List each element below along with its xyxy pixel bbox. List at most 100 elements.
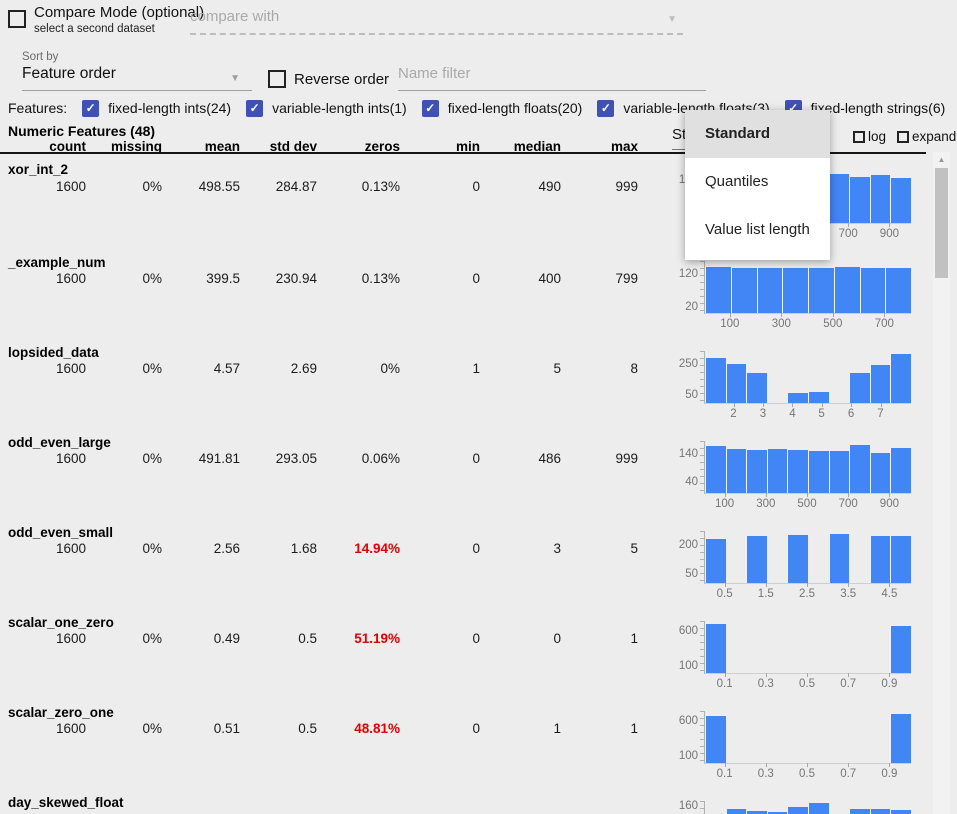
- x-tick-mark: [807, 583, 808, 587]
- x-tick-label: 0.1: [716, 678, 733, 690]
- y-axis-labels: 600 100: [660, 711, 698, 763]
- feature-row: odd_even_small 1600 0% 2.56 1.68 14.94% 0 3 5 200…: [0, 517, 933, 607]
- histogram-bin: [746, 801, 767, 814]
- dropdown-arrow-icon[interactable]: ▼: [667, 14, 677, 25]
- histogram-bin: [890, 441, 911, 493]
- y-axis-labels: 140 40: [660, 441, 698, 493]
- vertical-scrollbar[interactable]: ▲: [933, 152, 950, 814]
- histogram-bars: [705, 621, 911, 673]
- cell-count: 1600: [55, 721, 86, 736]
- sort-by-select[interactable]: Feature order ▼: [22, 65, 252, 91]
- feature-filter-item[interactable]: ✓ fixed-length floats(20): [421, 99, 582, 117]
- cell-zeros: 14.94%: [354, 541, 400, 556]
- cell-std_dev: 230.94: [275, 271, 317, 286]
- x-tick-mark: [821, 403, 823, 407]
- x-tick-label: 3: [759, 408, 767, 420]
- y-tick-label: 50: [685, 567, 698, 580]
- histogram-bar: [828, 451, 850, 493]
- cell-zeros: 0.13%: [361, 271, 400, 286]
- x-tick-label: 700: [838, 498, 858, 510]
- histogram-bin: [782, 261, 808, 313]
- reverse-order-checkbox[interactable]: [268, 70, 286, 88]
- log-toggle[interactable]: log: [853, 129, 886, 144]
- checkbox-checked-icon[interactable]: ✓: [597, 99, 615, 117]
- feature-filter-item[interactable]: ✓ fixed-length ints(24): [82, 99, 231, 117]
- histogram-bin: [829, 351, 850, 403]
- histogram-bin: [869, 441, 891, 493]
- expand-toggle[interactable]: expand: [897, 129, 956, 144]
- histogram-bar: [705, 539, 726, 583]
- histogram-bar: [869, 808, 891, 814]
- y-axis-ticks: [700, 261, 705, 313]
- histogram-bar: [885, 267, 911, 313]
- histogram-bin: [705, 801, 726, 814]
- menu-item[interactable]: Quantiles: [705, 173, 769, 190]
- expand-label: expand: [912, 129, 957, 144]
- menu-item[interactable]: Standard: [685, 110, 830, 158]
- histogram-bars: [705, 801, 911, 814]
- histogram-bar: [746, 811, 767, 814]
- compare-mode-checkbox[interactable]: [8, 10, 26, 28]
- histogram-bin: [808, 531, 829, 583]
- column-header-mean: mean: [204, 139, 240, 154]
- x-axis-ticks: [704, 763, 910, 767]
- histogram-bin: [766, 441, 788, 493]
- cell-std_dev: 0.5: [298, 631, 317, 646]
- y-axis-ticks: [700, 621, 705, 673]
- cell-std_dev: 2.69: [290, 361, 317, 376]
- x-axis-labels: 100 300 500 700 900: [704, 498, 910, 512]
- feature-histogram: 120 20 100 300 500 700: [660, 247, 933, 337]
- cell-mean: 4.57: [213, 361, 240, 376]
- cell-max: 999: [615, 179, 638, 194]
- cell-mean: 498.55: [198, 179, 240, 194]
- x-tick-mark: [724, 673, 726, 677]
- cell-std_dev: 0.5: [298, 721, 317, 736]
- histogram-bin: [787, 801, 808, 814]
- x-tick-label: 300: [756, 498, 776, 510]
- checkbox-checked-icon[interactable]: ✓: [246, 99, 264, 117]
- feature-row: scalar_one_zero 1600 0% 0.49 0.5 51.19% 0 0 1 600…: [0, 607, 933, 697]
- name-filter-input[interactable]: Name filter: [398, 65, 706, 91]
- x-tick-mark: [848, 493, 850, 497]
- sort-by-value: Feature order: [22, 65, 116, 82]
- column-header-count: count: [49, 139, 86, 154]
- checkbox-checked-icon[interactable]: ✓: [82, 99, 100, 117]
- cell-median: 0: [553, 631, 561, 646]
- feature-name: lopsided_data: [8, 345, 99, 360]
- feature-name: scalar_zero_one: [8, 705, 114, 720]
- name-filter-placeholder: Name filter: [398, 65, 471, 82]
- x-tick-label: 500: [823, 318, 843, 330]
- y-axis-ticks: [700, 351, 705, 403]
- scroll-up-icon[interactable]: ▲: [937, 155, 946, 164]
- x-tick-mark: [848, 583, 850, 587]
- histogram-bin: [725, 351, 747, 403]
- feature-name: day_skewed_float: [8, 795, 124, 810]
- feature-filter-item[interactable]: ✓ variable-length ints(1): [246, 99, 407, 117]
- compare-with-input[interactable]: compare with ▼: [190, 8, 683, 35]
- y-axis-ticks: [700, 711, 705, 763]
- x-axis-labels: 0.1 0.3 0.5 0.7 0.9: [704, 768, 910, 782]
- histogram-bar: [766, 448, 788, 493]
- x-tick-mark: [889, 763, 891, 767]
- histogram-bar: [725, 809, 747, 814]
- histogram-bar: [890, 448, 911, 493]
- scrollbar-thumb[interactable]: [935, 168, 948, 278]
- cell-std_dev: 284.87: [275, 179, 317, 194]
- cell-max: 1: [630, 721, 638, 736]
- menu-item[interactable]: Value list length: [705, 221, 810, 238]
- x-tick-mark: [724, 493, 726, 497]
- dropdown-arrow-icon[interactable]: ▼: [230, 73, 240, 84]
- histogram-bin: [870, 621, 891, 673]
- cell-max: 5: [630, 541, 638, 556]
- checkbox-checked-icon[interactable]: ✓: [421, 99, 439, 117]
- checkbox-icon: [853, 130, 865, 143]
- x-tick-mark: [724, 763, 726, 767]
- cell-mean: 399.5: [206, 271, 240, 286]
- histogram-bin: [807, 351, 829, 403]
- histogram-bin: [756, 261, 783, 313]
- cell-mean: 0.49: [213, 631, 240, 646]
- cell-min: 0: [472, 179, 480, 194]
- x-tick-label: 900: [879, 498, 899, 510]
- histogram-bin: [725, 441, 747, 493]
- cell-zeros: 0.06%: [361, 451, 400, 466]
